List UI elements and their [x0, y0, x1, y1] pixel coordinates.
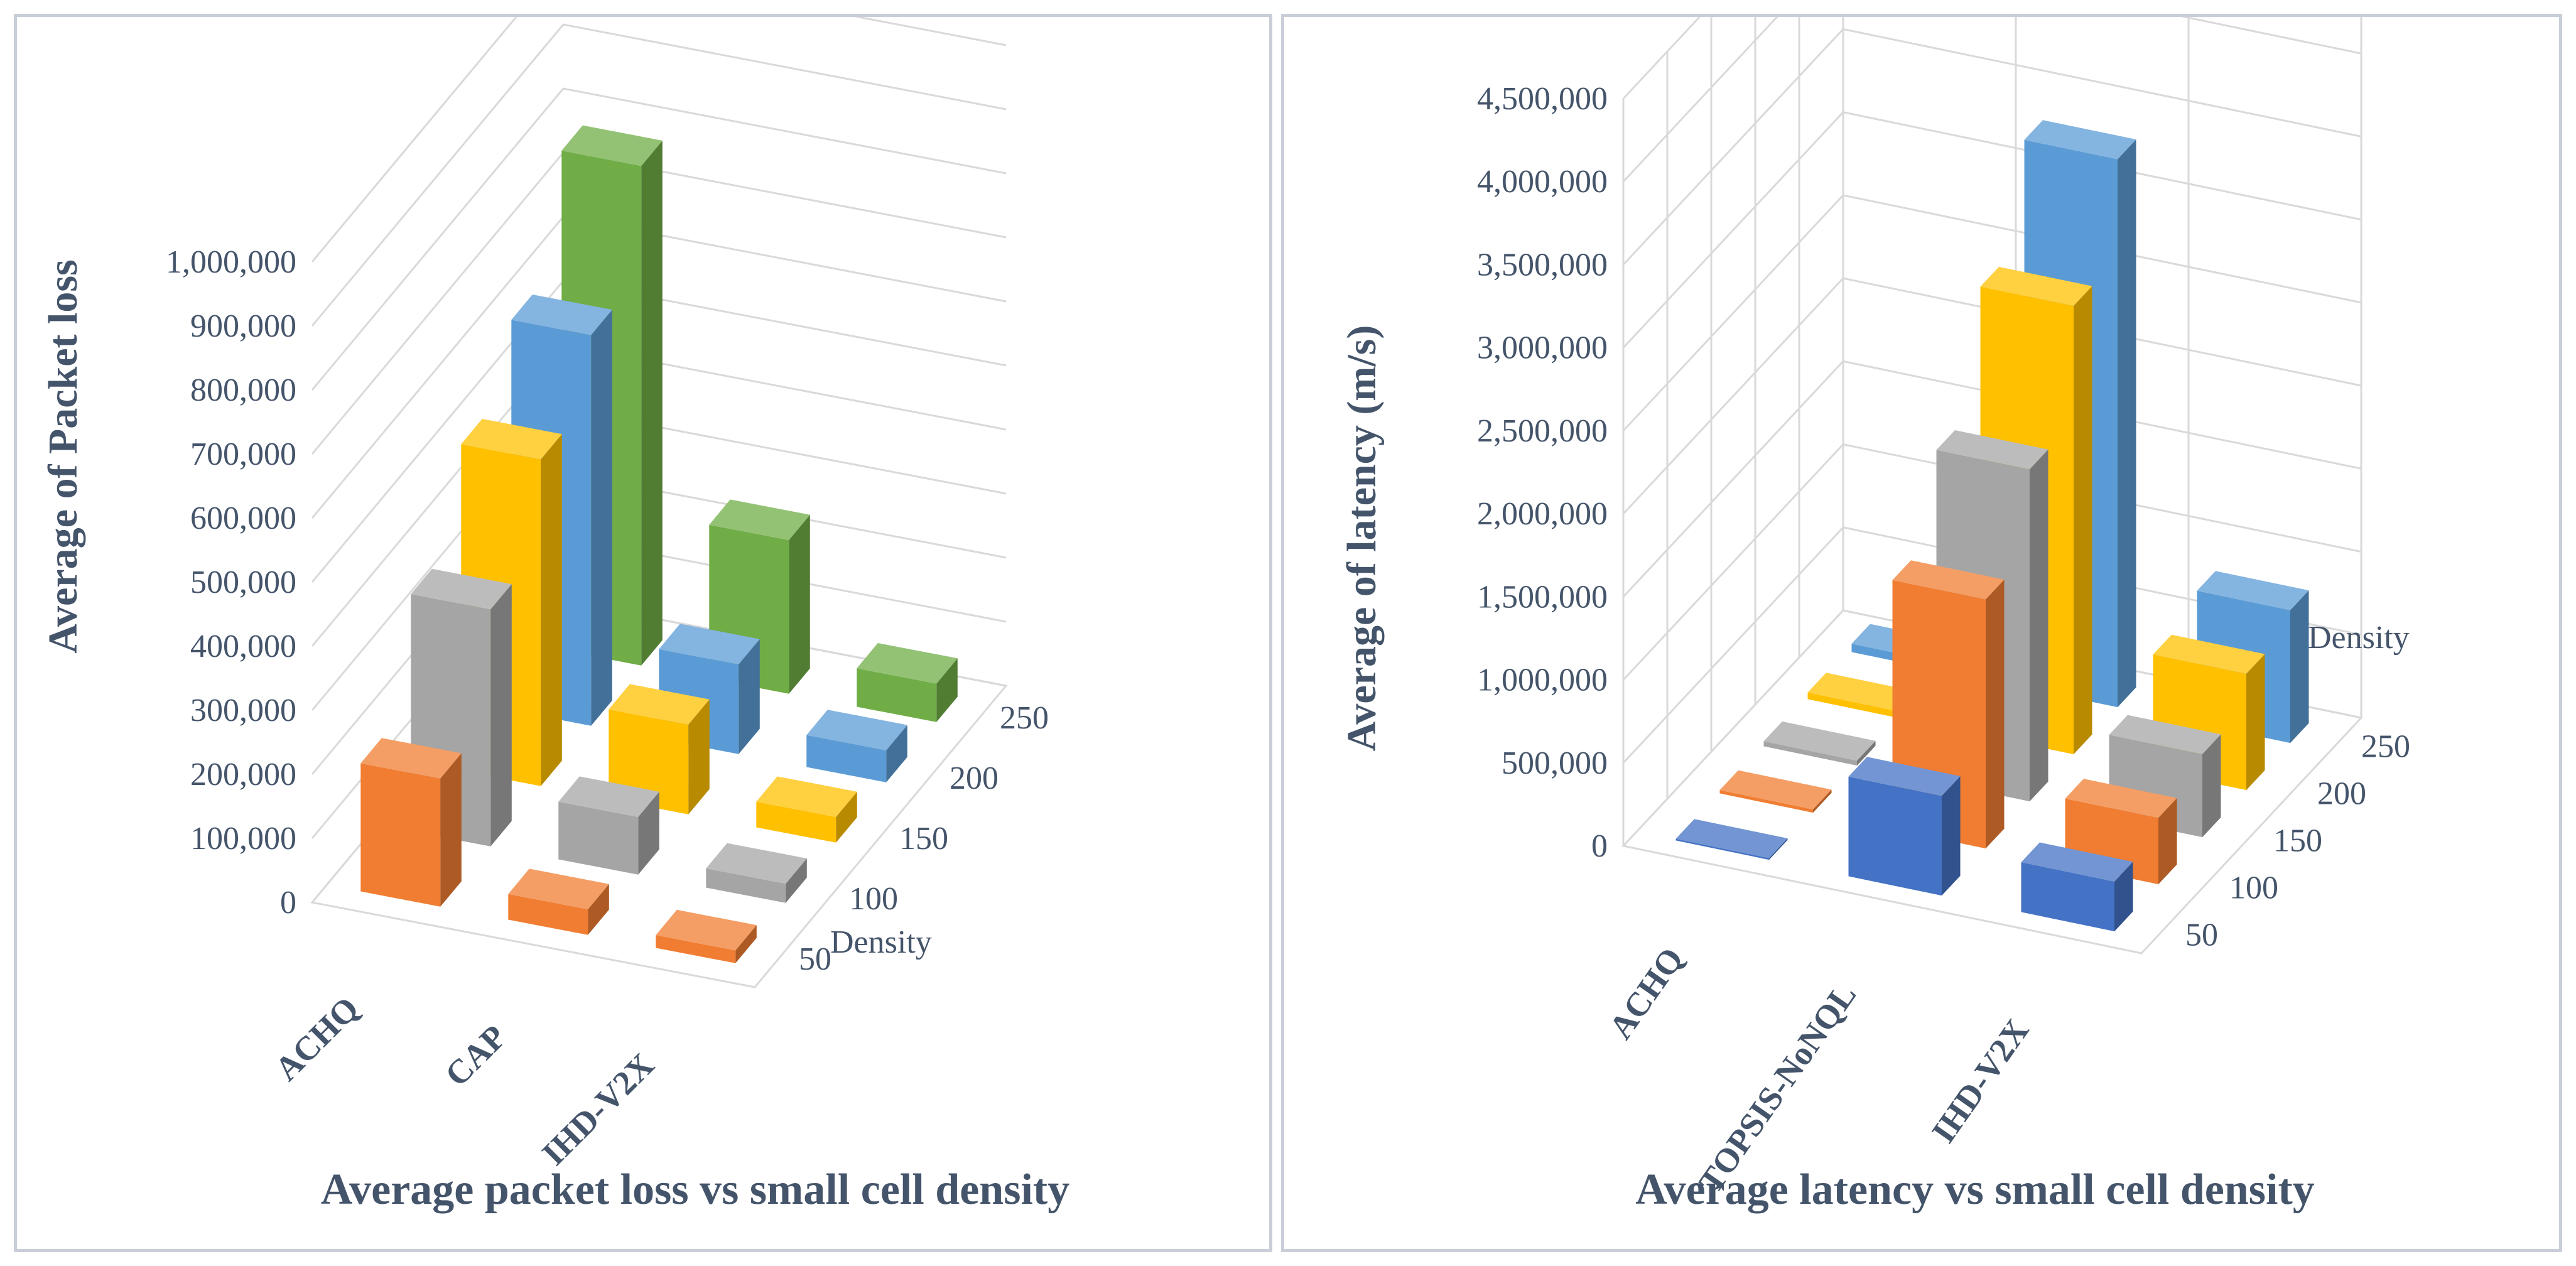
density-tick-label: 150: [2273, 823, 2322, 859]
depth-axis-label: Density: [2308, 620, 2410, 656]
density-tick-label: 150: [899, 821, 948, 857]
y-tick-label: 3,000,000: [1477, 330, 1608, 366]
depth-axis-label: Density: [830, 924, 932, 960]
gridline: [1622, 17, 1701, 100]
category-label: CAP: [438, 1018, 514, 1094]
density-tick-label: 100: [849, 881, 898, 917]
bar-topsis-nonql-density-50: [1848, 757, 1961, 896]
density-tick-label: 200: [950, 760, 998, 796]
y-tick-label: 500,000: [1502, 745, 1608, 781]
y-tick-label: 4,500,000: [1477, 81, 1608, 117]
y-tick-label: 0: [280, 885, 296, 921]
y-tick-label: 3,500,000: [1477, 247, 1608, 283]
y-axis-label: Average of Packet loss: [40, 259, 86, 653]
y-tick-label: 900,000: [190, 308, 296, 344]
bar-ihd-v2x-density-200: [806, 710, 907, 782]
chart-panel-latency: 0 500,000 1,000,000 1,500,000 2,000,000 2,500…: [1281, 14, 2562, 1252]
density-tick-label: 100: [2229, 870, 2278, 906]
chart-title: Average latency vs small cell density: [1635, 1166, 2315, 1214]
category-label: IHD-V2X: [534, 1046, 661, 1173]
y-tick-label: 400,000: [190, 629, 296, 664]
y-tick-label: 1,500,000: [1477, 579, 1608, 615]
y-tick-label: 4,000,000: [1477, 164, 1608, 200]
bar-achq-density-150: [1763, 721, 1876, 766]
gridline: [1622, 17, 2362, 183]
y-tick-label: 200,000: [190, 757, 296, 793]
y-tick-label: 500,000: [190, 565, 296, 600]
bar-ihd-v2x-density-250: [857, 643, 958, 722]
bar-ihd-v2x-density-100: [706, 843, 807, 903]
y-tick-label: 2,500,000: [1477, 413, 1608, 449]
gridline: [311, 87, 1007, 391]
bar-cap-density-100: [558, 776, 659, 875]
density-tick-label: 250: [2361, 729, 2410, 765]
y-tick-label: 0: [1591, 828, 1608, 864]
packet-loss-chart: 0 100,000 200,000 300,000 400,000 500,000 600,…: [40, 17, 1069, 1214]
bar-achq-density-50: [360, 738, 462, 907]
y-axis-label: Average of latency (m/s): [1339, 325, 1385, 752]
y-tick-label: 300,000: [190, 693, 296, 728]
y-tick-label: 600,000: [190, 500, 296, 536]
category-label: ACHQ: [268, 990, 366, 1088]
chart-panel-packet-loss: 0 100,000 200,000 300,000 400,000 500,000 600,…: [14, 14, 1272, 1252]
category-label: IHD-V2X: [1924, 1012, 2036, 1150]
bar-ihd-v2x-density-50: [2021, 842, 2133, 932]
y-tick-label: 1,000,000: [1477, 663, 1608, 698]
density-tick-label: 50: [799, 941, 831, 977]
density-tick-label: 250: [1000, 700, 1049, 736]
chart-title: Average packet loss vs small cell densit…: [321, 1166, 1069, 1214]
y-tick-label: 2,000,000: [1477, 496, 1608, 532]
y-tick-label: 1,000,000: [166, 244, 296, 280]
y-tick-label: 100,000: [190, 821, 296, 857]
density-tick-label: 50: [2185, 917, 2218, 953]
gridline: [311, 17, 1007, 262]
density-tick-label: 200: [2317, 776, 2366, 812]
y-tick-label: 700,000: [190, 436, 296, 472]
bar-ihd-v2x-density-50: [656, 909, 757, 963]
y-tick-label: 800,000: [190, 372, 296, 408]
bar-achq-density-50: [1675, 819, 1788, 860]
category-label: ACHQ: [1601, 941, 1691, 1046]
latency-chart: 0 500,000 1,000,000 1,500,000 2,000,000 2,500…: [1339, 17, 2410, 1214]
bar-achq-density-100: [1719, 770, 1832, 813]
gridline: [311, 23, 1007, 327]
bar-cap-density-50: [508, 868, 609, 935]
bar-ihd-v2x-density-150: [756, 776, 857, 843]
